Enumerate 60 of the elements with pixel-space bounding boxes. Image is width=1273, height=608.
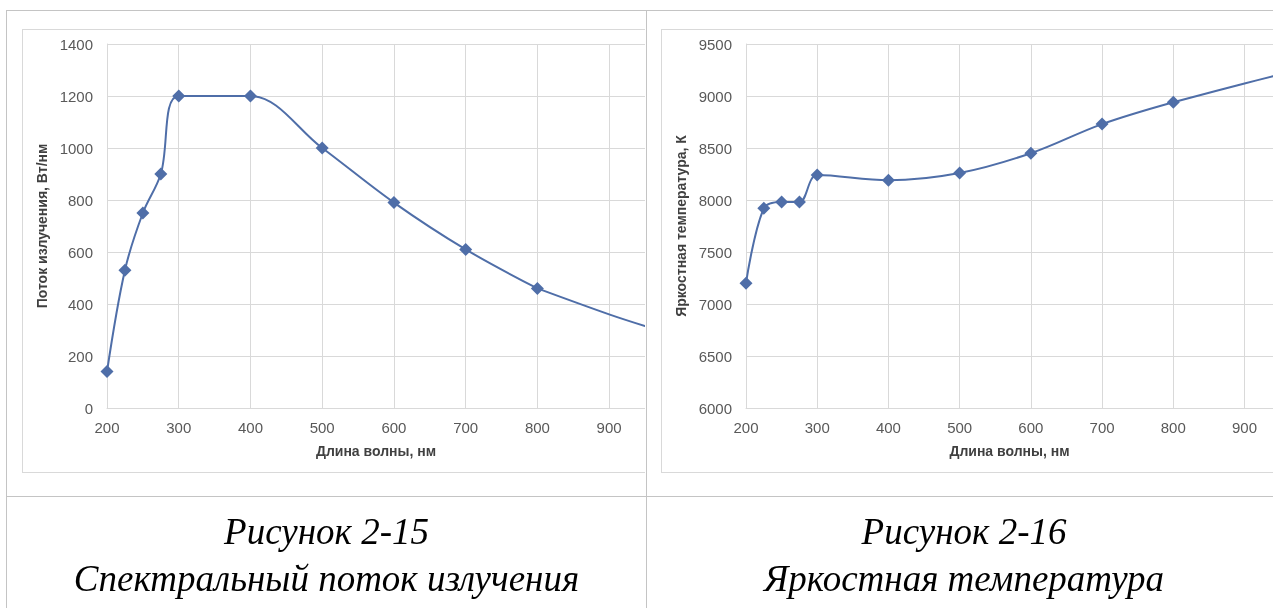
y-axis-title: Поток излучения, Вт/нм xyxy=(33,143,50,309)
point xyxy=(881,173,895,187)
x-tick-label: 900 xyxy=(596,419,622,436)
y-tick-label: 200 xyxy=(67,347,93,365)
x-tick-label: 800 xyxy=(1160,419,1186,436)
point xyxy=(118,263,132,277)
point xyxy=(154,167,168,181)
text: Спектральный поток излучения xyxy=(72,557,581,601)
x-axis-title: Длина волны, нм xyxy=(949,443,1070,459)
y-tick-label: 6000 xyxy=(698,399,732,417)
y-tick-label: 1200 xyxy=(59,87,93,105)
text: Рисунок 2-16 xyxy=(860,510,1068,554)
y-tick-label: 800 xyxy=(67,191,93,209)
point xyxy=(739,276,753,290)
x-tick-label: 400 xyxy=(237,419,263,436)
x-tick-label: 800 xyxy=(524,419,550,436)
point xyxy=(953,166,967,180)
y-tick-label: 8000 xyxy=(698,191,732,209)
y-tick-label: 400 xyxy=(67,295,93,313)
y-tick-label: 9000 xyxy=(698,87,732,105)
point xyxy=(1095,117,1109,131)
x-tick-label: 500 xyxy=(309,419,335,436)
point xyxy=(243,89,257,103)
point xyxy=(459,242,473,256)
x-tick-label: 500 xyxy=(947,419,973,436)
point xyxy=(387,196,401,210)
y-tick-label: 7500 xyxy=(698,243,732,261)
x-tick-label: 300 xyxy=(804,419,830,436)
y-tick-label: 1000 xyxy=(59,139,93,157)
y-tick-label: 0 xyxy=(84,399,93,417)
point xyxy=(792,195,806,209)
x-tick-label: 400 xyxy=(875,419,901,436)
x-tick-label: 600 xyxy=(381,419,407,436)
point xyxy=(100,365,114,379)
text: Яркостная температура xyxy=(761,557,1166,601)
y-axis-title: Яркостная температура, К xyxy=(672,134,689,317)
x-tick-label: 200 xyxy=(733,419,759,436)
x-tick-label: 900 xyxy=(1232,419,1258,436)
y-tick-label: 8500 xyxy=(698,139,732,157)
point xyxy=(1024,146,1038,160)
y-tick-label: 1400 xyxy=(59,35,93,53)
x-tick-label: 700 xyxy=(1089,419,1115,436)
x-tick-label: 200 xyxy=(94,419,120,436)
point xyxy=(315,141,329,155)
point xyxy=(172,89,186,103)
point xyxy=(810,168,824,182)
point xyxy=(1166,95,1180,109)
point xyxy=(530,281,544,295)
y-tick-label: 9500 xyxy=(698,35,732,53)
x-tick-label: 700 xyxy=(453,419,479,436)
point xyxy=(136,206,150,220)
x-axis-title: Длина волны, нм xyxy=(315,443,437,459)
point xyxy=(757,201,771,215)
y-tick-label: 600 xyxy=(67,243,93,261)
text: Рисунок 2-15 xyxy=(223,510,430,554)
point xyxy=(775,195,789,209)
x-tick-label: 300 xyxy=(166,419,192,436)
x-tick-label: 600 xyxy=(1018,419,1044,436)
y-tick-label: 6500 xyxy=(698,347,732,365)
y-tick-label: 7000 xyxy=(698,295,732,313)
